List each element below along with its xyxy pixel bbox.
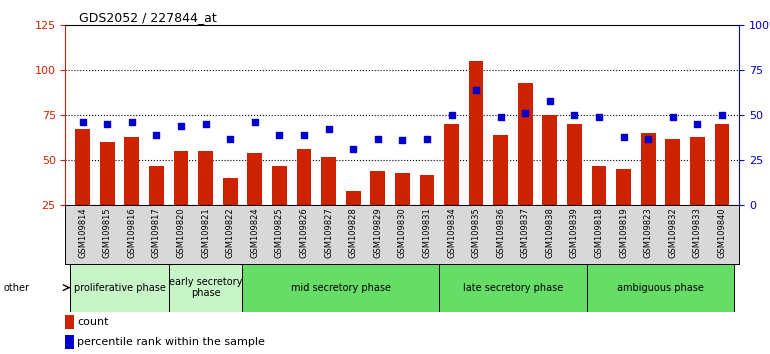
Text: GSM109815: GSM109815 [102,207,112,258]
Bar [591,166,607,251]
Point [323,127,335,132]
Text: mid secretory phase: mid secretory phase [291,282,391,293]
Point [470,87,482,93]
Text: ambiguous phase: ambiguous phase [617,282,704,293]
Point [150,132,162,138]
Point [716,112,728,118]
Point [175,123,187,129]
Bar [321,156,336,251]
Text: GSM109833: GSM109833 [693,207,702,258]
Bar [641,133,655,251]
Point [397,137,409,143]
Text: GSM109838: GSM109838 [545,207,554,258]
Text: GSM109825: GSM109825 [275,207,284,258]
Bar [616,169,631,251]
Point [249,119,261,125]
Text: GSM109836: GSM109836 [496,207,505,258]
Text: GSM109830: GSM109830 [398,207,407,258]
Bar [198,151,213,251]
Bar [494,135,508,251]
Bar [543,115,557,251]
Text: late secretory phase: late secretory phase [463,282,563,293]
Point [347,147,360,152]
Text: GSM109817: GSM109817 [152,207,161,258]
Bar [174,151,189,251]
Text: GSM109822: GSM109822 [226,207,235,258]
Text: GSM109820: GSM109820 [176,207,186,258]
Text: GSM109840: GSM109840 [718,207,726,258]
Point [224,136,236,141]
Bar [70,264,169,312]
Text: GSM109829: GSM109829 [373,207,382,258]
Text: proliferative phase: proliferative phase [74,282,166,293]
Point [544,98,556,103]
Text: count: count [77,318,109,327]
Text: percentile rank within the sample: percentile rank within the sample [77,337,265,347]
Text: GSM109818: GSM109818 [594,207,604,258]
Point [445,112,457,118]
Point [519,110,531,116]
Text: GSM109826: GSM109826 [300,207,309,258]
Point [126,119,138,125]
Text: other: other [4,282,30,293]
Bar [149,166,164,251]
Bar [65,335,74,348]
Bar [587,264,735,312]
Point [420,136,433,141]
Bar [75,130,90,251]
Bar [65,315,74,329]
Point [199,121,212,127]
Bar [243,264,439,312]
Text: GSM109819: GSM109819 [619,207,628,258]
Text: GSM109828: GSM109828 [349,207,357,258]
Point [76,119,89,125]
Point [372,136,384,141]
Bar [125,137,139,251]
Point [298,132,310,138]
Point [273,132,286,138]
Text: GSM109839: GSM109839 [570,207,579,258]
Point [642,136,654,141]
Bar [715,124,729,251]
Text: GSM109816: GSM109816 [127,207,136,258]
Point [568,112,581,118]
Text: GSM109827: GSM109827 [324,207,333,258]
Bar [395,173,410,251]
Bar [272,166,286,251]
Text: GSM109832: GSM109832 [668,207,678,258]
Point [101,121,113,127]
Text: early secretory
phase: early secretory phase [169,277,243,298]
Bar [567,124,582,251]
Point [667,114,679,120]
Bar [690,137,705,251]
Point [618,134,630,139]
Text: GSM109831: GSM109831 [423,207,431,258]
Bar [518,82,533,251]
Text: GSM109837: GSM109837 [521,207,530,258]
Text: GSM109835: GSM109835 [471,207,480,258]
Bar [169,264,243,312]
Text: GSM109814: GSM109814 [79,207,87,258]
Text: GDS2052 / 227844_at: GDS2052 / 227844_at [79,11,216,24]
Bar [223,178,238,251]
Text: GSM109824: GSM109824 [250,207,259,258]
Bar [346,191,360,251]
Bar [296,149,311,251]
Bar [370,171,385,251]
Point [691,121,704,127]
Point [593,114,605,120]
Bar [100,142,115,251]
Bar [444,124,459,251]
Text: GSM109823: GSM109823 [644,207,653,258]
Bar [665,138,680,251]
Bar [420,175,434,251]
Point [494,114,507,120]
Bar [469,61,484,251]
Text: GSM109834: GSM109834 [447,207,456,258]
Bar [247,153,262,251]
Bar [439,264,587,312]
Text: GSM109821: GSM109821 [201,207,210,258]
